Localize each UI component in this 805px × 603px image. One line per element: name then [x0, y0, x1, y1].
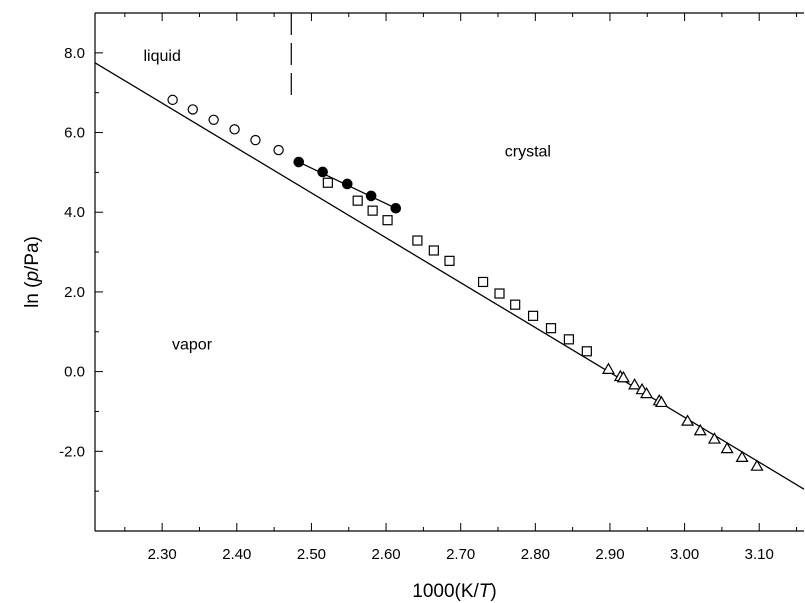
y-tick-label: 2.0 — [64, 284, 85, 301]
open-circle-point — [250, 134, 261, 146]
y-tick-label: 4.0 — [64, 204, 85, 221]
open-triangle-point — [654, 395, 668, 408]
y-tick-label: 0.0 — [64, 364, 85, 381]
x-tick-label: 2.50 — [297, 546, 326, 563]
open-square-point — [444, 255, 455, 266]
filled-circle-point — [365, 190, 377, 202]
x-tick-label: 2.90 — [595, 546, 624, 563]
open-circle-point — [208, 114, 219, 125]
open-triangle-point — [681, 414, 695, 426]
filled-circle-point — [293, 156, 305, 168]
y-axis-title: ln (p/Pa) — [22, 236, 43, 308]
open-square-point — [428, 245, 439, 256]
open-triangle-point — [616, 370, 630, 383]
region-label-liquid: liquid — [143, 48, 180, 65]
open-circle-point — [273, 144, 284, 156]
x-tick-label: 3.10 — [745, 546, 774, 563]
open-square-point — [477, 276, 489, 288]
filled-circle-point — [341, 178, 353, 190]
y-tick-label: 8.0 — [64, 45, 85, 62]
open-triangle-point — [720, 441, 734, 454]
region-label-vapor: vapor — [172, 337, 213, 354]
open-square-point — [322, 177, 333, 188]
open-square-point — [367, 205, 378, 216]
open-square-point — [545, 323, 557, 334]
open-circle-point — [229, 124, 240, 135]
open-triangle-point — [639, 386, 654, 399]
x-tick-label: 2.60 — [371, 546, 400, 563]
open-triangle-point — [707, 432, 721, 444]
open-triangle-point — [735, 450, 749, 463]
data-markers — [167, 94, 764, 471]
region-label-crystal: crystal — [505, 143, 551, 160]
x-tick-label: 2.70 — [446, 546, 475, 563]
filled-circle-point — [317, 166, 328, 178]
open-triangle-point — [628, 378, 642, 390]
open-square-point — [494, 288, 505, 299]
open-triangle-point — [693, 423, 707, 436]
fit-lines — [94, 13, 805, 490]
open-square-point — [510, 299, 521, 310]
fit-line-1 — [94, 62, 805, 490]
y-tick-label: 6.0 — [64, 125, 85, 142]
axis-labels: 2.30 2.40 2.50 2.60 2.70 2.80 2.90 3.00 3.10 -2.0… — [22, 45, 774, 602]
open-square-point — [412, 235, 423, 246]
x-tick-label: 2.40 — [222, 546, 251, 563]
open-square-point — [527, 310, 539, 321]
x-axis-title: 1000(K/T) — [412, 581, 496, 602]
open-square-point — [352, 195, 363, 206]
open-square-point — [382, 215, 393, 226]
open-triangle-point — [601, 362, 615, 374]
x-tick-label: 3.00 — [670, 546, 699, 563]
x-tick-label: 2.80 — [521, 546, 550, 563]
open-circle-point — [167, 94, 178, 106]
y-tick-label: -2.0 — [59, 443, 85, 460]
axes — [94, 12, 804, 532]
open-circle-point — [187, 104, 198, 115]
open-square-point — [563, 334, 575, 345]
open-triangle-point — [750, 459, 764, 471]
region-annotations: liquid crystal vapor — [143, 48, 550, 354]
filled-circle-point — [390, 202, 402, 214]
open-square-point — [581, 346, 592, 357]
x-tick-label: 2.30 — [148, 546, 177, 563]
